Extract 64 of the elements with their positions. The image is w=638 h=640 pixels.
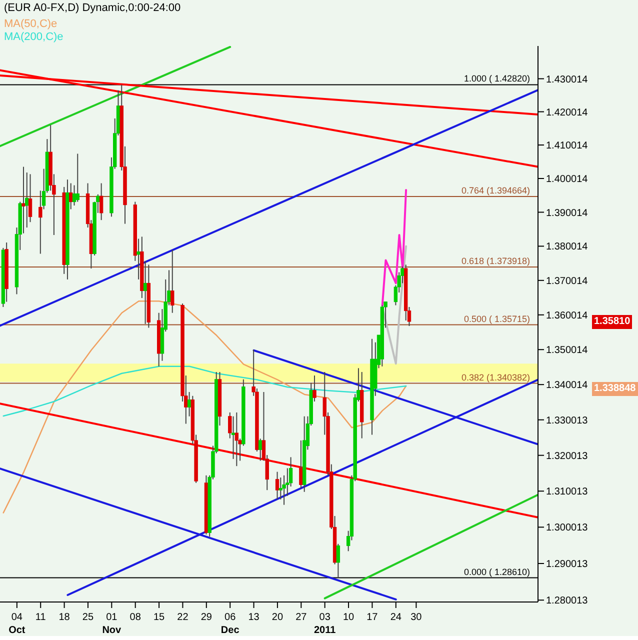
x-tick-label: 22 <box>177 612 189 623</box>
y-tick-label: 1.400014 <box>546 174 588 186</box>
candlestick <box>299 440 303 489</box>
x-tick-label: 08 <box>130 612 142 623</box>
x-tick-label: 20 <box>272 612 284 623</box>
x-tick-label: 29 <box>200 612 212 623</box>
ref-line-label: 0.764 (1.394664) <box>461 186 530 196</box>
x-tick-label: 17 <box>366 612 378 623</box>
candlestick <box>187 392 192 417</box>
y-tick-label: 1.300013 <box>546 522 588 534</box>
ref-line-label: 0.000 ( 1.28610) <box>464 566 530 577</box>
x-tick-label: 13 <box>248 612 260 623</box>
chart-title: (EUR A0-FX,D) Dynamic,0:00-24:00 <box>4 2 181 14</box>
y-tick-label: 1.390014 <box>546 208 588 219</box>
x-tick-label: 25 <box>82 612 94 623</box>
y-tick-label: 1.290013 <box>546 559 588 570</box>
line-series <box>381 245 408 365</box>
x-tick-label: 18 <box>58 612 70 623</box>
x-tick-label: 30 <box>410 612 422 623</box>
line-series <box>2 366 407 417</box>
y-tick-label: 1.360014 <box>546 310 588 322</box>
candlestick <box>234 412 239 467</box>
x-tick-label: 11 <box>35 612 46 623</box>
y-tick-label: 1.410014 <box>546 140 588 152</box>
candlestick <box>336 543 340 578</box>
x-tick-label: 04 Oct <box>8 612 26 636</box>
ref-line-label: 0.382 (1.340382) <box>461 372 530 382</box>
candlestick <box>76 153 80 202</box>
y-tick-label: 1.420014 <box>546 107 588 118</box>
candlestick <box>22 166 26 234</box>
text: 1.338848 <box>592 382 638 396</box>
x-tick-label: 27 <box>296 612 308 623</box>
y-tick-label: 1.380014 <box>546 242 588 253</box>
y-tick-label: 1.430014 <box>546 74 588 86</box>
ref-line-label: 1.000 ( 1.42820) <box>464 74 530 84</box>
candlestick <box>312 375 316 402</box>
candlestick <box>69 182 73 210</box>
ref-line-label: 0.500 ( 1.35715) <box>464 314 530 324</box>
candlestick <box>99 182 104 221</box>
candlestick <box>275 471 280 500</box>
candlestick <box>258 438 262 462</box>
candlestick <box>170 249 174 314</box>
candlestick <box>143 260 148 324</box>
y-tick-label: 1.280013 <box>546 596 588 607</box>
candlestick <box>231 416 236 460</box>
x-tick-label: 24 <box>390 612 402 623</box>
x-tick-label: 06 Dec <box>220 612 240 636</box>
y-tick-label: 1.330013 <box>546 415 588 426</box>
text: MA(200,C)e <box>4 31 64 44</box>
text: MA(50,C)e <box>4 18 58 31</box>
line-series <box>381 188 408 306</box>
candlestick <box>136 238 140 280</box>
line-series <box>2 300 407 514</box>
ref-line-label: 0.618 (1.373918) <box>461 256 530 266</box>
x-tick-label: 01 Nov <box>102 612 122 636</box>
x-tick-label: 15 <box>153 612 166 623</box>
y-tick-label: 1.310013 <box>546 486 588 498</box>
y-tick-label: 1.370014 <box>546 276 588 287</box>
y-tick-label: 1.320013 <box>546 450 588 462</box>
y-tick-label: 1.350014 <box>546 345 588 356</box>
x-tick-label: 03 2011 <box>314 612 336 636</box>
y-tick-label: 1.340014 <box>546 380 588 392</box>
x-tick-label: 10 <box>342 612 355 623</box>
text: 1.35810 <box>592 314 632 328</box>
